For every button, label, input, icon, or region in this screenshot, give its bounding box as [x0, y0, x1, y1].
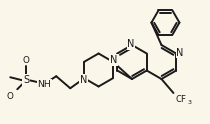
Text: N: N — [80, 75, 87, 85]
Text: O: O — [23, 56, 30, 65]
Text: CF: CF — [175, 94, 186, 104]
Text: N: N — [110, 55, 118, 65]
Text: N: N — [176, 47, 184, 58]
Text: S: S — [23, 75, 29, 85]
Text: 3: 3 — [188, 100, 192, 106]
Text: NH: NH — [37, 80, 51, 89]
Text: O: O — [7, 92, 14, 101]
Text: N: N — [127, 39, 135, 49]
